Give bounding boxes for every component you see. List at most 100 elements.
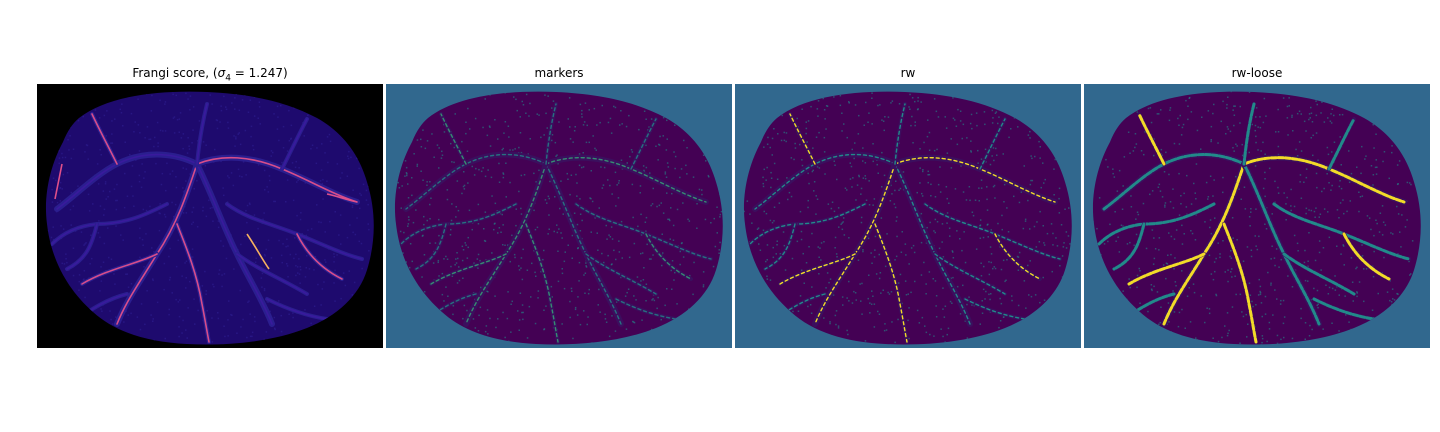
speckle (574, 308, 577, 311)
speckle (1389, 299, 1391, 302)
speckle (466, 309, 468, 312)
speckle (604, 313, 606, 316)
speckle (74, 230, 77, 232)
speckle (295, 253, 297, 256)
speckle (491, 252, 493, 254)
speckle (1190, 230, 1192, 232)
speckle (1233, 105, 1235, 107)
speckle (479, 306, 482, 309)
speckle (993, 184, 996, 187)
speckle (835, 310, 838, 312)
speckle (252, 144, 254, 147)
speckle (966, 137, 968, 139)
speckle (1169, 109, 1171, 111)
speckle (984, 148, 987, 151)
speckle (949, 235, 951, 237)
speckle (920, 101, 922, 103)
speckle (1348, 321, 1350, 323)
speckle (618, 180, 620, 182)
speckle (211, 317, 213, 319)
speckle (749, 213, 751, 215)
speckle (99, 149, 101, 151)
speckle (216, 127, 219, 130)
speckle (1217, 242, 1219, 244)
speckle (874, 235, 877, 238)
speckle (1303, 261, 1306, 264)
speckle (1280, 258, 1282, 261)
speckle (502, 172, 504, 174)
speckle (599, 121, 601, 124)
speckle (1136, 211, 1139, 213)
speckle (883, 329, 886, 332)
speckle (1001, 228, 1003, 231)
speckle (1316, 186, 1318, 189)
speckle (249, 99, 252, 101)
speckle (578, 261, 581, 264)
speckle (929, 333, 931, 336)
speckle (233, 135, 235, 137)
vessel (196, 103, 208, 165)
speckle (970, 140, 972, 142)
speckle (1185, 99, 1187, 102)
speckle (1330, 122, 1333, 124)
speckle (1262, 187, 1265, 190)
speckle (282, 125, 285, 128)
speckle (846, 189, 848, 191)
speckle (1158, 113, 1160, 115)
speckle (431, 133, 433, 135)
speckle (587, 316, 589, 318)
speckle (559, 207, 561, 210)
speckle (980, 262, 982, 264)
speckle (114, 118, 116, 120)
speckle (212, 283, 214, 286)
speckle (432, 262, 435, 264)
speckle (676, 208, 679, 211)
speckle (543, 328, 545, 331)
speckle (921, 316, 924, 319)
speckle (109, 310, 111, 312)
speckle (783, 244, 786, 247)
speckle (650, 118, 653, 120)
speckle (990, 253, 993, 255)
speckle (707, 174, 710, 177)
speckle (1321, 190, 1323, 193)
speckle (693, 261, 695, 264)
speckle (1177, 325, 1180, 328)
speckle (878, 253, 880, 256)
speckle (127, 286, 130, 288)
speckle (943, 316, 946, 318)
speckle (307, 229, 309, 231)
speckle (808, 182, 810, 185)
speckle (216, 119, 219, 122)
speckle (956, 230, 958, 232)
speckle (333, 261, 335, 263)
speckle (72, 247, 75, 249)
speckle (988, 273, 991, 276)
speckle (1230, 250, 1232, 252)
speckle (487, 333, 489, 335)
speckle (582, 124, 585, 126)
speckle (824, 118, 826, 120)
speckle (461, 259, 464, 262)
speckle (851, 148, 853, 151)
speckle (977, 149, 979, 152)
speckle (59, 200, 62, 202)
vessel (81, 253, 158, 285)
speckle (642, 279, 645, 281)
speckle (651, 299, 653, 301)
speckle (311, 144, 314, 146)
speckle (1133, 244, 1135, 247)
speckle (456, 180, 459, 182)
speckle (590, 197, 592, 200)
speckle (1315, 207, 1317, 209)
speckle (359, 207, 361, 210)
speckle (116, 183, 118, 186)
speckle (647, 129, 649, 131)
speckle (618, 240, 620, 242)
speckle (466, 257, 469, 259)
speckle (175, 265, 178, 268)
speckle (411, 194, 413, 197)
speckle (101, 310, 103, 312)
speckle (770, 186, 772, 189)
speckle (610, 226, 613, 228)
